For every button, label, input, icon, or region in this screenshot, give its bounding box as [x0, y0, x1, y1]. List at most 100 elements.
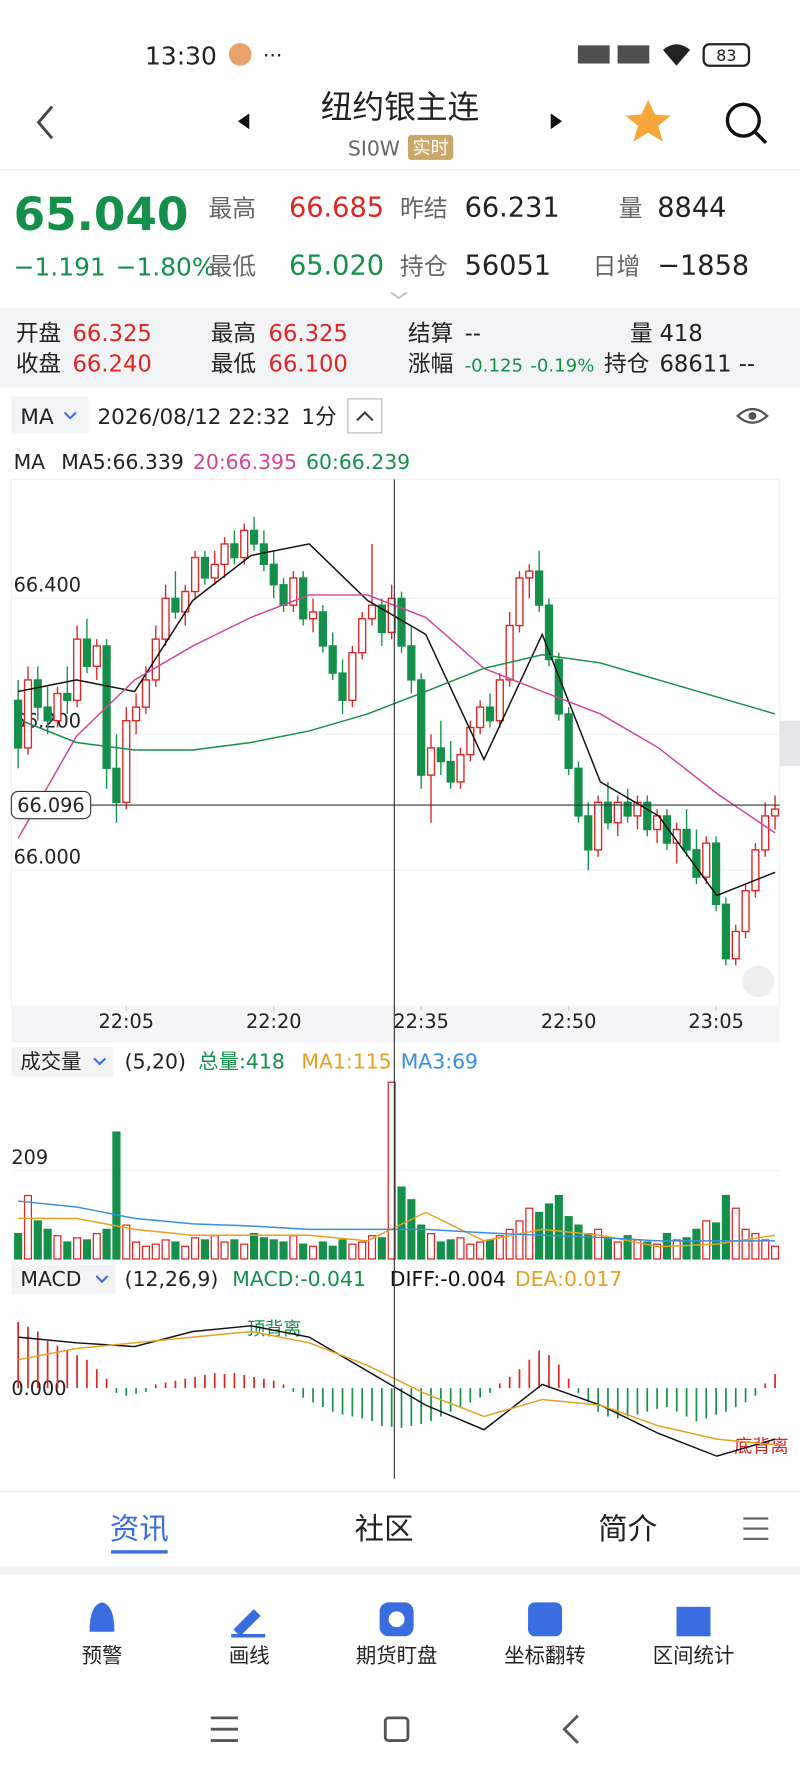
candle-body — [711, 842, 721, 905]
summary-value: -0.125 — [465, 356, 523, 377]
tab[interactable]: 简介 — [598, 1512, 657, 1546]
expand-arrow[interactable] — [390, 291, 408, 300]
tab[interactable]: 社区 — [355, 1512, 414, 1546]
candle-body — [751, 849, 760, 892]
volume-bar — [33, 1220, 42, 1260]
battery — [702, 43, 751, 67]
candle-body — [53, 692, 62, 722]
nav-back[interactable] — [562, 1714, 579, 1744]
tool-label: 坐标翻转 — [504, 1643, 586, 1667]
candle-body — [141, 679, 151, 708]
volume-bar — [653, 1243, 662, 1260]
next-button[interactable] — [550, 113, 563, 130]
summary-label: 最低 — [211, 352, 256, 378]
legend-entry: 20:66.395 — [193, 450, 297, 474]
candle-body — [328, 645, 337, 674]
volume-bar — [554, 1194, 563, 1260]
back-button[interactable] — [36, 105, 54, 140]
volume-bar — [564, 1216, 573, 1260]
flip-icon[interactable] — [528, 1602, 563, 1637]
x-tick-label: 22:50 — [541, 1010, 596, 1033]
volume-ma-line — [18, 1211, 776, 1248]
candle-body — [63, 692, 72, 702]
volume-bar — [161, 1239, 170, 1260]
candle-body — [269, 563, 278, 586]
alert-icon[interactable] — [89, 1602, 115, 1632]
volume-bar — [702, 1220, 711, 1260]
separator — [0, 1566, 800, 1576]
candle-body — [476, 706, 485, 729]
candle-body — [122, 720, 131, 803]
volume-bar — [731, 1207, 740, 1260]
volume-bar — [672, 1239, 681, 1260]
volume-bar — [377, 1237, 386, 1260]
volume-bar — [141, 1245, 150, 1260]
indicator-selector[interactable] — [11, 396, 89, 433]
favorite-button[interactable] — [625, 99, 671, 142]
volume-bar — [417, 1224, 426, 1260]
field-label: 最高 — [208, 194, 256, 222]
x-tick-label: 22:20 — [246, 1010, 301, 1033]
candle-body — [721, 903, 731, 960]
volume-bar — [240, 1243, 249, 1260]
volume-bar — [436, 1241, 445, 1260]
visibility-pupil — [748, 411, 757, 420]
collapse-button[interactable] — [347, 398, 383, 434]
candle-body — [417, 679, 426, 776]
volume-bar — [456, 1237, 465, 1260]
summary-label: 涨幅 — [408, 352, 453, 378]
volume-bar — [692, 1228, 701, 1260]
nav-home[interactable] — [383, 1716, 410, 1742]
tool-label: 期货盯盘 — [356, 1643, 438, 1667]
candle-body — [358, 618, 367, 654]
volume-total: 总量:418 — [198, 1050, 285, 1074]
field-value: 66.231 — [465, 192, 560, 223]
volume-bar — [623, 1235, 632, 1260]
draw-icon[interactable] — [231, 1609, 266, 1638]
side-handle[interactable] — [779, 720, 800, 767]
candle-body — [43, 706, 52, 722]
range-icon[interactable] — [676, 1606, 711, 1637]
watch-icon-eye — [388, 1611, 405, 1628]
candle-body — [535, 570, 544, 606]
volume-bar — [544, 1203, 554, 1260]
field-label: 量 — [619, 194, 643, 222]
menu-button[interactable] — [743, 1517, 769, 1540]
fullscreen-button[interactable] — [742, 965, 774, 998]
candle-body — [515, 577, 524, 627]
volume-bar — [682, 1237, 691, 1260]
y-tick-label: 0.000 — [11, 1377, 66, 1400]
candle-body — [171, 597, 180, 613]
candle-body — [220, 543, 229, 566]
macd-line — [17, 1330, 776, 1446]
tab-active[interactable]: 资讯 — [110, 1512, 169, 1546]
battery-level: 83 — [716, 46, 736, 65]
search-button[interactable] — [725, 102, 761, 138]
volume-bar — [220, 1241, 229, 1260]
candle-body — [289, 577, 298, 606]
candle-body — [633, 801, 642, 817]
summary-value: 66.100 — [269, 352, 348, 378]
macd-selector[interactable] — [11, 1264, 116, 1295]
prev-button[interactable] — [237, 113, 250, 130]
volume-bar — [348, 1243, 357, 1260]
volume-title: 成交量 — [20, 1050, 81, 1074]
y-tick-label: 66.400 — [14, 574, 81, 597]
candle-body — [112, 767, 121, 803]
volume-bar — [191, 1237, 200, 1260]
search-handle — [753, 130, 768, 145]
visibility-button[interactable] — [736, 407, 769, 424]
candle-body — [741, 890, 750, 933]
nav-menu[interactable] — [210, 1716, 238, 1742]
candle-body — [407, 645, 416, 681]
status-icon — [228, 43, 252, 66]
legend-entry: MA3:69 — [401, 1050, 478, 1074]
candle-body — [456, 754, 465, 783]
summary-label: 量 — [630, 321, 653, 347]
volume-bar — [495, 1235, 504, 1260]
ma-line — [17, 594, 776, 839]
summary-value: 66.240 — [73, 352, 152, 378]
annotation: 底背离 — [734, 1437, 788, 1458]
volume-bar — [358, 1241, 367, 1260]
